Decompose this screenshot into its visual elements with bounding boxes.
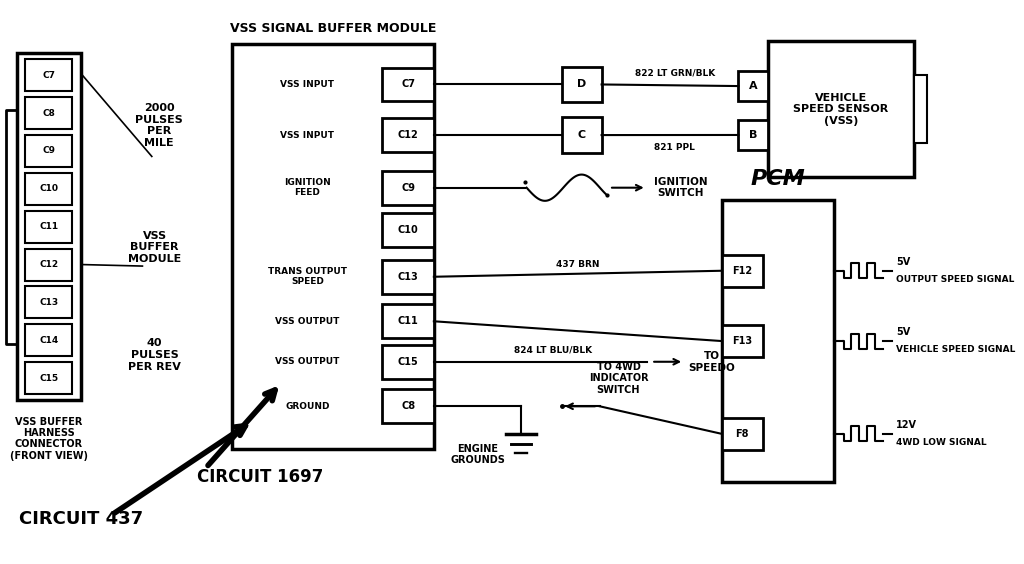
Bar: [26, 249, 72, 280]
Bar: [382, 305, 434, 338]
Bar: [26, 362, 72, 394]
Bar: [26, 324, 72, 356]
Text: A: A: [750, 81, 758, 91]
Bar: [26, 287, 72, 318]
Bar: [382, 118, 434, 152]
Bar: [738, 120, 768, 150]
Text: VEHICLE SPEED SIGNAL: VEHICLE SPEED SIGNAL: [896, 345, 1015, 354]
Text: VSS
BUFFER
MODULE: VSS BUFFER MODULE: [128, 231, 181, 264]
Text: VSS SIGNAL BUFFER MODULE: VSS SIGNAL BUFFER MODULE: [230, 21, 436, 34]
Text: 824 LT BLU/BLK: 824 LT BLU/BLK: [514, 345, 592, 354]
Text: C7: C7: [401, 80, 415, 90]
Bar: [26, 135, 72, 167]
Text: ENGINE
GROUNDS: ENGINE GROUNDS: [451, 444, 505, 465]
Bar: [913, 75, 927, 143]
Bar: [722, 255, 763, 287]
Text: 2000
PULSES
PER
MILE: 2000 PULSES PER MILE: [135, 103, 183, 148]
Text: F12: F12: [732, 266, 753, 276]
Text: 822 LT GRN/BLK: 822 LT GRN/BLK: [635, 69, 715, 78]
Text: TRANS OUTPUT
SPEED: TRANS OUTPUT SPEED: [268, 267, 347, 287]
Bar: [382, 213, 434, 247]
Text: OUTPUT SPEED SIGNAL: OUTPUT SPEED SIGNAL: [896, 275, 1014, 284]
Text: HARNESS: HARNESS: [23, 428, 75, 438]
Text: VSS OUTPUT: VSS OUTPUT: [275, 317, 340, 326]
Text: 5V: 5V: [896, 327, 910, 337]
Bar: [26, 173, 72, 205]
Text: VSS INPUT: VSS INPUT: [281, 131, 335, 139]
Text: CIRCUIT 1697: CIRCUIT 1697: [197, 468, 324, 486]
Bar: [768, 41, 913, 177]
Bar: [382, 389, 434, 423]
Text: C10: C10: [397, 225, 419, 235]
Bar: [232, 44, 434, 449]
Text: C9: C9: [42, 147, 55, 156]
Text: VSS OUTPUT: VSS OUTPUT: [275, 357, 340, 366]
Text: C10: C10: [39, 184, 58, 193]
Text: C9: C9: [401, 183, 415, 193]
Text: TO
SPEEDO: TO SPEEDO: [689, 351, 735, 373]
Bar: [382, 260, 434, 294]
Text: F13: F13: [732, 336, 753, 346]
Text: C12: C12: [397, 130, 419, 140]
Text: CIRCUIT 437: CIRCUIT 437: [18, 510, 143, 528]
Text: 821 PPL: 821 PPL: [654, 143, 695, 152]
Bar: [562, 117, 601, 153]
Text: C12: C12: [39, 260, 58, 269]
Text: VSS BUFFER: VSS BUFFER: [15, 417, 82, 427]
Text: VSS INPUT: VSS INPUT: [281, 80, 335, 89]
Text: IGNITION
SWITCH: IGNITION SWITCH: [654, 177, 708, 199]
Bar: [382, 171, 434, 205]
Bar: [16, 54, 81, 400]
Text: C8: C8: [401, 402, 415, 411]
Bar: [722, 200, 834, 482]
Text: C8: C8: [42, 109, 55, 118]
Text: C15: C15: [397, 357, 419, 367]
Text: C11: C11: [397, 316, 419, 327]
Text: (FRONT VIEW): (FRONT VIEW): [9, 451, 88, 461]
Text: 40
PULSES
PER REV: 40 PULSES PER REV: [128, 338, 181, 372]
Text: PCM: PCM: [751, 169, 805, 190]
Text: GROUND: GROUND: [285, 402, 330, 411]
Text: VEHICLE
SPEED SENSOR
(VSS): VEHICLE SPEED SENSOR (VSS): [794, 92, 889, 126]
Text: C13: C13: [397, 272, 419, 282]
Bar: [738, 71, 768, 101]
Text: C11: C11: [39, 222, 58, 231]
Bar: [382, 345, 434, 378]
Text: C7: C7: [42, 71, 55, 80]
Bar: [562, 67, 601, 102]
Text: D: D: [578, 80, 587, 90]
Text: CONNECTOR: CONNECTOR: [14, 439, 83, 450]
Text: C15: C15: [39, 373, 58, 382]
Text: C14: C14: [39, 336, 58, 345]
Bar: [722, 325, 763, 357]
Text: C: C: [578, 130, 586, 140]
Bar: [382, 68, 434, 102]
Bar: [722, 418, 763, 450]
Text: 437 BRN: 437 BRN: [556, 260, 599, 269]
Text: 4WD LOW SIGNAL: 4WD LOW SIGNAL: [896, 438, 986, 447]
Text: IGNITION
FEED: IGNITION FEED: [284, 178, 331, 197]
Text: 5V: 5V: [896, 257, 910, 267]
Text: TO 4WD
INDICATOR
SWITCH: TO 4WD INDICATOR SWITCH: [589, 362, 648, 395]
Text: B: B: [750, 130, 758, 140]
Text: C13: C13: [39, 298, 58, 307]
Text: 12V: 12V: [896, 420, 916, 430]
Bar: [26, 97, 72, 129]
Bar: [26, 59, 72, 91]
Bar: [26, 211, 72, 243]
Text: F8: F8: [735, 429, 749, 439]
